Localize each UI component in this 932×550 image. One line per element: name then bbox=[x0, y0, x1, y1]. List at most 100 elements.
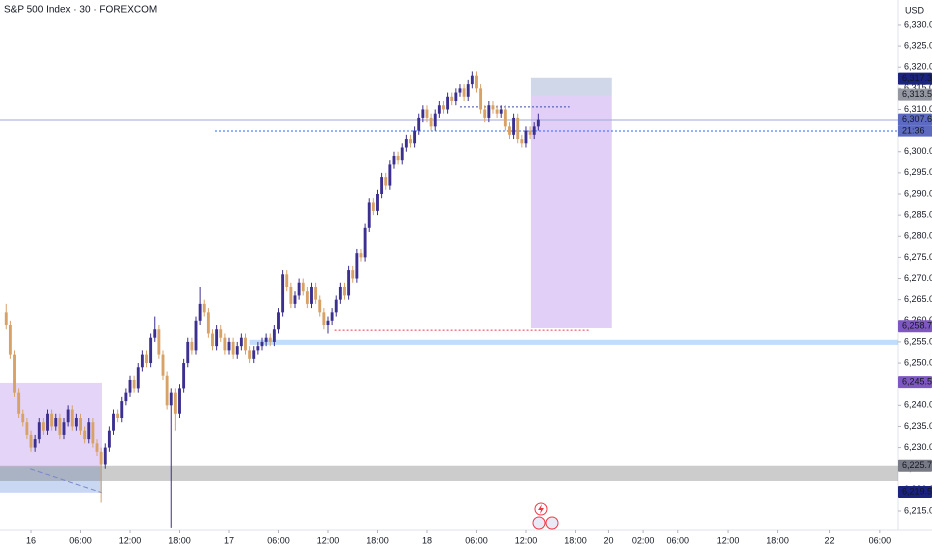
zone bbox=[0, 465, 898, 481]
price-label: 6,258.7 bbox=[902, 321, 932, 331]
x-tick-label: 06:00 bbox=[69, 535, 92, 545]
candle-body bbox=[91, 422, 95, 444]
candle-body bbox=[95, 443, 99, 452]
price-label: 6,225.7 bbox=[902, 460, 932, 470]
candle-body bbox=[400, 147, 404, 161]
candle-body bbox=[487, 105, 491, 118]
candle-body bbox=[421, 109, 425, 118]
zone bbox=[530, 95, 612, 328]
candle-body bbox=[17, 392, 21, 414]
candle-body bbox=[79, 417, 82, 431]
y-tick-label: 6,280.0 bbox=[904, 231, 932, 241]
candle-body bbox=[388, 164, 392, 186]
y-tick-label: 6,215.0 bbox=[904, 505, 932, 515]
x-tick-label: 20 bbox=[603, 535, 613, 545]
x-tick-label: 06:00 bbox=[267, 535, 290, 545]
candle-body bbox=[128, 379, 132, 393]
candle-body bbox=[186, 341, 190, 364]
x-tick-label: 18:00 bbox=[366, 535, 389, 545]
y-tick-label: 6,290.0 bbox=[904, 188, 932, 198]
zone bbox=[0, 467, 102, 493]
candle-body bbox=[58, 417, 62, 435]
price-label-box bbox=[898, 459, 932, 472]
candle-body bbox=[74, 417, 78, 427]
y-tick-label: 6,255.0 bbox=[904, 336, 932, 346]
price-label-box bbox=[898, 320, 932, 333]
y-tick-label: 6,270.0 bbox=[904, 273, 932, 283]
candle-body bbox=[272, 329, 276, 342]
zone bbox=[530, 77, 612, 96]
candle-body bbox=[70, 409, 74, 427]
y-tick-label: 6,330.0 bbox=[904, 19, 932, 29]
countdown: 21:36 bbox=[902, 125, 925, 135]
candle-body bbox=[202, 303, 206, 313]
candle-body bbox=[46, 413, 49, 431]
candle-body bbox=[231, 341, 235, 355]
y-tick-label: 6,235.0 bbox=[904, 421, 932, 431]
x-tick-label: 06:00 bbox=[465, 535, 488, 545]
candle-body bbox=[190, 341, 194, 351]
candle-body bbox=[161, 354, 165, 376]
candle-body bbox=[62, 422, 66, 435]
candle-body bbox=[334, 299, 338, 313]
candle-body bbox=[343, 286, 346, 296]
y-tick-label: 6,230.0 bbox=[904, 442, 932, 452]
candle-body bbox=[21, 413, 25, 423]
candle-body bbox=[54, 417, 58, 427]
candle-body bbox=[4, 312, 8, 326]
candle-body bbox=[409, 139, 412, 144]
candle-body bbox=[227, 341, 231, 351]
candle-body bbox=[112, 413, 115, 431]
candle-body bbox=[305, 291, 309, 304]
candle-body bbox=[413, 130, 417, 144]
candle-body bbox=[25, 422, 29, 435]
candle-body bbox=[277, 312, 280, 330]
candle-body bbox=[169, 392, 173, 406]
event-icon bbox=[532, 516, 546, 530]
candle-body bbox=[417, 117, 421, 131]
candle-body bbox=[99, 451, 103, 465]
y-tick-label: 6,250.0 bbox=[904, 357, 932, 367]
event-icons bbox=[532, 502, 559, 530]
candle-body bbox=[140, 354, 144, 368]
candle-body bbox=[260, 341, 264, 347]
candle-body bbox=[384, 177, 388, 186]
candle-body bbox=[516, 117, 520, 140]
candle-body bbox=[536, 119, 540, 127]
candle-body bbox=[256, 346, 260, 351]
candle-body bbox=[475, 75, 478, 89]
x-tick-label: 18:00 bbox=[168, 535, 191, 545]
zone bbox=[249, 339, 898, 345]
y-tick-label: 6,275.0 bbox=[904, 252, 932, 262]
candle-body bbox=[223, 337, 227, 351]
candle-body bbox=[145, 354, 148, 364]
candle-body bbox=[528, 130, 532, 135]
candle-body bbox=[281, 274, 285, 313]
x-tick-label: 12:00 bbox=[515, 535, 538, 545]
price-label: 6,307.6 bbox=[902, 114, 932, 124]
candle-body bbox=[512, 117, 516, 135]
candle-body bbox=[363, 227, 367, 258]
candle-body bbox=[508, 126, 511, 135]
candle-body bbox=[66, 409, 70, 423]
candle-body bbox=[289, 286, 293, 304]
candle-body bbox=[392, 155, 396, 165]
candle-body bbox=[235, 346, 239, 355]
price-label: 6,245.5 bbox=[902, 376, 932, 386]
y-tick-label: 6,325.0 bbox=[904, 40, 932, 50]
y-tick-label: 6,240.0 bbox=[904, 400, 932, 410]
candle-body bbox=[437, 105, 441, 114]
candle-body bbox=[268, 337, 272, 342]
candle-body bbox=[297, 282, 301, 296]
candle-body bbox=[206, 312, 210, 334]
candle-body bbox=[173, 392, 177, 414]
y-tick-label: 6,285.0 bbox=[904, 210, 932, 220]
x-tick-label: 18:00 bbox=[564, 535, 587, 545]
x-tick-label: 16 bbox=[26, 535, 36, 545]
candle-body bbox=[8, 325, 12, 355]
candle-body bbox=[318, 299, 322, 313]
x-tick-label: 12:00 bbox=[317, 535, 340, 545]
candle-body bbox=[483, 109, 487, 118]
